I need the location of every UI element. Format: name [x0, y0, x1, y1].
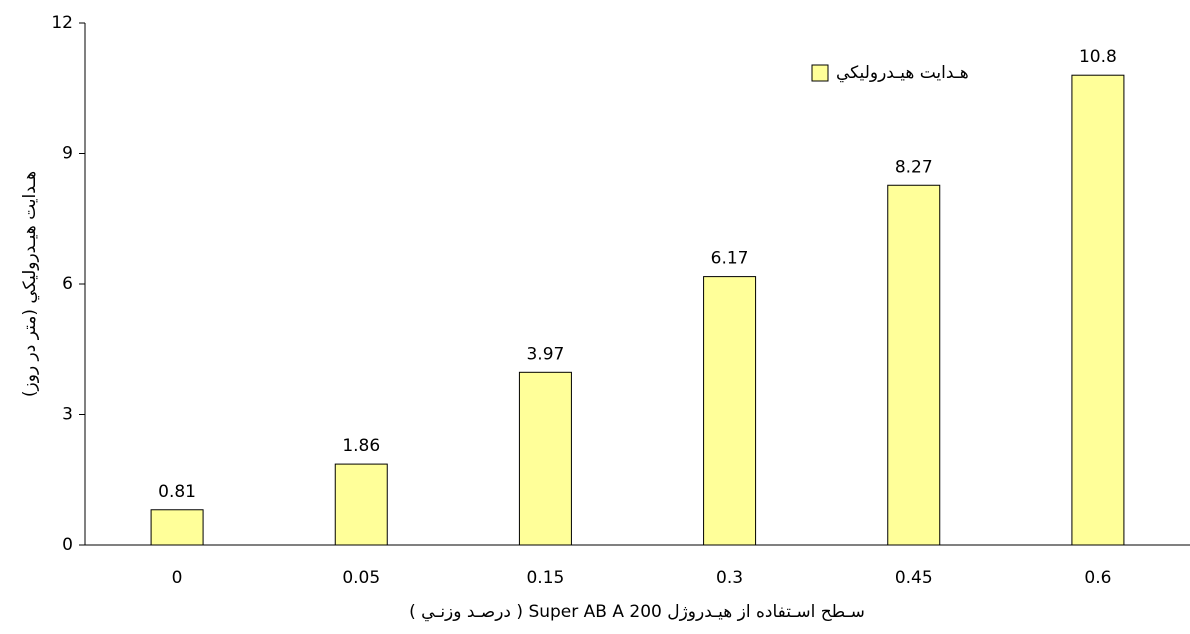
x-tick-label: 0.6 [1084, 568, 1111, 588]
x-tick-label: 0.15 [526, 568, 564, 588]
data-label: 10.8 [1079, 47, 1117, 67]
bar [334, 463, 388, 546]
x-tick-label: 0.45 [895, 568, 933, 588]
x-tick-label: 0 [172, 568, 183, 588]
y-tick-label: 12 [51, 13, 73, 33]
y-axis-label: هـدايت هيـدروليكي (متر در روز) [20, 171, 40, 397]
legend-label: هـدايت هيـدروليكي [836, 63, 969, 83]
y-tick-label: 6 [62, 274, 73, 294]
data-label: 1.86 [342, 436, 380, 456]
x-axis-label: سـطح اسـتفاده از هيـدروژل Super AB A 200… [409, 602, 865, 622]
y-tick-label: 0 [62, 535, 73, 555]
y-tick-label: 9 [62, 144, 73, 164]
data-label: 8.27 [895, 157, 933, 177]
data-label: 3.97 [526, 344, 564, 364]
legend-swatch [811, 64, 829, 82]
x-tick-label: 0.05 [342, 568, 380, 588]
bar [887, 184, 941, 546]
bar [150, 509, 204, 546]
data-label: 0.81 [158, 482, 196, 502]
bar [703, 276, 757, 546]
data-label: 6.17 [711, 249, 749, 269]
x-tick-label: 0.3 [716, 568, 743, 588]
y-tick-label: 3 [62, 405, 73, 425]
bar [1071, 74, 1125, 546]
bar [518, 371, 572, 546]
